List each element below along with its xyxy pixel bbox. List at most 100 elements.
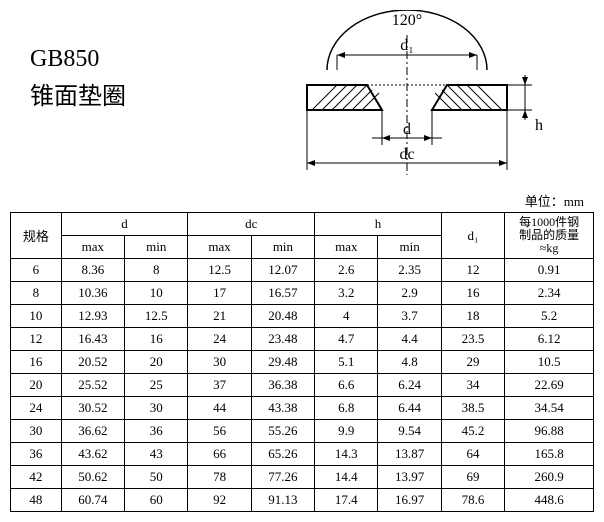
cell-d_min: 12.5: [125, 305, 188, 328]
cell-mass: 10.5: [505, 351, 594, 374]
cell-mass: 260.9: [505, 466, 594, 489]
title-name: 锥面垫圈: [30, 78, 220, 116]
cell-h_max: 17.4: [315, 489, 378, 512]
cell-spec: 42: [11, 466, 62, 489]
cell-d1: 23.5: [441, 328, 504, 351]
cell-d_min: 10: [125, 282, 188, 305]
table-row: 3036.62365655.269.99.5445.296.88: [11, 420, 594, 443]
title-block: GB850 锥面垫圈: [10, 10, 220, 116]
cell-dc_min: 43.38: [251, 397, 314, 420]
cell-dc_min: 36.38: [251, 374, 314, 397]
cell-h_min: 6.44: [378, 397, 441, 420]
cell-mass: 448.6: [505, 489, 594, 512]
cell-dc_max: 24: [188, 328, 251, 351]
cell-dc_max: 12.5: [188, 259, 251, 282]
cell-h_min: 4.4: [378, 328, 441, 351]
cell-spec: 12: [11, 328, 62, 351]
cell-d_min: 36: [125, 420, 188, 443]
cell-h_min: 3.7: [378, 305, 441, 328]
cell-mass: 96.88: [505, 420, 594, 443]
cell-spec: 10: [11, 305, 62, 328]
dc-label: dc: [399, 146, 414, 163]
angle-label: 120°: [392, 12, 422, 29]
cell-d_min: 20: [125, 351, 188, 374]
cell-h_max: 4.7: [315, 328, 378, 351]
th-h-max: max: [315, 236, 378, 259]
cell-dc_max: 17: [188, 282, 251, 305]
cell-mass: 165.8: [505, 443, 594, 466]
cell-d1: 18: [441, 305, 504, 328]
h-label: h: [535, 117, 543, 134]
cell-mass: 22.69: [505, 374, 594, 397]
cell-d1: 64: [441, 443, 504, 466]
th-d1: d₁: [441, 213, 504, 259]
table-row: 810.36101716.573.22.9162.34: [11, 282, 594, 305]
cell-d1: 34: [441, 374, 504, 397]
cell-d_max: 16.43: [61, 328, 124, 351]
cell-dc_max: 21: [188, 305, 251, 328]
cell-mass: 6.12: [505, 328, 594, 351]
cell-d_max: 8.36: [61, 259, 124, 282]
cell-d1: 78.6: [441, 489, 504, 512]
cell-h_max: 4: [315, 305, 378, 328]
cell-d1: 69: [441, 466, 504, 489]
cell-h_max: 3.2: [315, 282, 378, 305]
cell-d_min: 8: [125, 259, 188, 282]
cell-dc_min: 77.26: [251, 466, 314, 489]
cell-h_max: 6.6: [315, 374, 378, 397]
table-row: 1012.9312.52120.4843.7185.2: [11, 305, 594, 328]
cell-dc_max: 92: [188, 489, 251, 512]
cell-spec: 20: [11, 374, 62, 397]
table-row: 2025.52253736.386.66.243422.69: [11, 374, 594, 397]
cell-d1: 16: [441, 282, 504, 305]
cell-h_min: 16.97: [378, 489, 441, 512]
th-d: d: [61, 213, 188, 236]
table-row: 4250.62507877.2614.413.9769260.9: [11, 466, 594, 489]
cell-spec: 8: [11, 282, 62, 305]
washer-diagram: 120° d₁: [220, 10, 594, 185]
cell-dc_min: 29.48: [251, 351, 314, 374]
cell-dc_max: 37: [188, 374, 251, 397]
table-row: 1620.52203029.485.14.82910.5: [11, 351, 594, 374]
table-row: 68.36812.512.072.62.35120.91: [11, 259, 594, 282]
cell-spec: 6: [11, 259, 62, 282]
cell-dc_max: 30: [188, 351, 251, 374]
cell-h_min: 6.24: [378, 374, 441, 397]
th-d-max: max: [61, 236, 124, 259]
cell-d_min: 25: [125, 374, 188, 397]
cell-spec: 30: [11, 420, 62, 443]
cell-h_min: 2.9: [378, 282, 441, 305]
cell-h_max: 14.4: [315, 466, 378, 489]
table-row: 2430.52304443.386.86.4438.534.54: [11, 397, 594, 420]
cell-h_max: 6.8: [315, 397, 378, 420]
cell-dc_max: 44: [188, 397, 251, 420]
th-mass: 每1000件钢 制品的质量 ≈kg: [505, 213, 594, 259]
cell-d_max: 50.62: [61, 466, 124, 489]
cell-d_max: 60.74: [61, 489, 124, 512]
cell-d_max: 36.62: [61, 420, 124, 443]
cell-d_max: 20.52: [61, 351, 124, 374]
th-h: h: [315, 213, 442, 236]
spec-table: 规格 d dc h d₁ 每1000件钢 制品的质量 ≈kg max min m…: [10, 212, 594, 512]
table-row: 3643.62436665.2614.313.8764165.8: [11, 443, 594, 466]
cell-dc_max: 78: [188, 466, 251, 489]
cell-h_max: 5.1: [315, 351, 378, 374]
cell-dc_min: 55.26: [251, 420, 314, 443]
cell-d_max: 10.36: [61, 282, 124, 305]
cell-d_min: 43: [125, 443, 188, 466]
cell-h_max: 2.6: [315, 259, 378, 282]
cell-h_min: 2.35: [378, 259, 441, 282]
cell-spec: 36: [11, 443, 62, 466]
cell-d1: 12: [441, 259, 504, 282]
cell-mass: 0.91: [505, 259, 594, 282]
cell-spec: 48: [11, 489, 62, 512]
title-code: GB850: [30, 40, 220, 78]
cell-h_min: 13.87: [378, 443, 441, 466]
cell-mass: 5.2: [505, 305, 594, 328]
cell-d_max: 30.52: [61, 397, 124, 420]
cell-d_min: 60: [125, 489, 188, 512]
th-dc: dc: [188, 213, 315, 236]
cell-h_min: 4.8: [378, 351, 441, 374]
th-d-min: min: [125, 236, 188, 259]
cell-dc_min: 65.26: [251, 443, 314, 466]
